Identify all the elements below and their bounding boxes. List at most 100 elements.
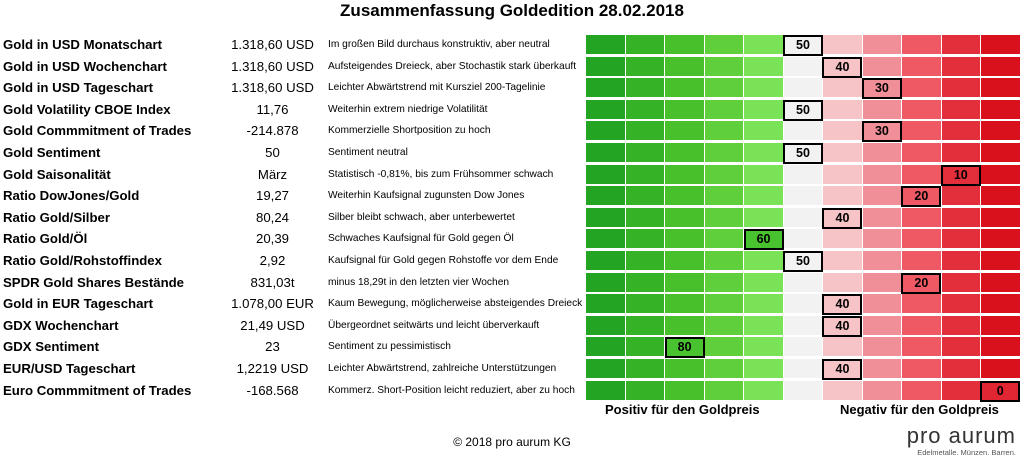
scale-segment <box>783 380 824 400</box>
row-comment: Statistisch -0,81%, bis zum Frühsommer s… <box>328 168 554 180</box>
scale-segment <box>902 56 942 76</box>
scale-segment <box>586 250 626 270</box>
scale-segment <box>981 142 1021 162</box>
scale-segment <box>586 207 626 227</box>
scale-segment <box>902 294 942 314</box>
summary-table: Gold in USD Monatschart 1.318,60 USD Im gr… <box>0 34 1024 402</box>
rating-scale-bar <box>586 315 1021 335</box>
scale-segment <box>783 294 824 314</box>
scale-segment <box>941 142 982 162</box>
scale-segment <box>981 294 1021 314</box>
scale-segment <box>625 99 666 119</box>
scale-segment <box>586 164 626 184</box>
rating-scale-bar <box>586 294 1021 314</box>
scale-segment <box>823 142 863 162</box>
scale-segment <box>862 294 903 314</box>
table-row: Gold Saisonalität März Statistisch -0,81%,… <box>0 164 1024 186</box>
scale-segment <box>704 99 745 119</box>
scale-segment <box>586 337 626 357</box>
row-comment: Sentiment zu pessimistisch <box>328 341 451 353</box>
row-label: Gold in EUR Tageschart <box>3 296 153 312</box>
scale-segment <box>981 186 1021 206</box>
row-label: SPDR Gold Shares Bestände <box>3 274 185 290</box>
scale-segment <box>941 229 982 249</box>
scale-segment <box>862 35 903 54</box>
row-comment: Leichter Abwärtstrend mit Kursziel 200-T… <box>328 82 546 94</box>
rating-scale-bar <box>586 207 1021 227</box>
scale-segment <box>862 337 903 357</box>
scale-segment <box>783 229 824 249</box>
scale-segment <box>744 358 784 378</box>
scale-segment <box>783 186 824 206</box>
scale-segment <box>665 358 705 378</box>
row-value: 1.318,60 USD <box>231 58 314 74</box>
scale-segment <box>941 315 982 335</box>
scale-segment <box>862 56 903 76</box>
scale-segment <box>744 78 784 98</box>
scale-segment <box>941 78 982 98</box>
scale-segment <box>625 186 666 206</box>
scale-segment <box>941 56 982 76</box>
scale-segment <box>783 207 824 227</box>
row-comment: Weiterhin Kaufsignal zugunsten Dow Jones <box>328 190 525 202</box>
scale-segment <box>862 186 903 206</box>
table-row: Gold Volatility CBOE Index 11,76 Weiterhin… <box>0 99 1024 121</box>
scale-segment <box>981 99 1021 119</box>
scale-segment <box>625 250 666 270</box>
scale-segment <box>586 229 626 249</box>
score-marker: 20 <box>901 272 942 294</box>
scale-segment <box>586 186 626 206</box>
scale-segment <box>823 250 863 270</box>
scale-segment <box>665 164 705 184</box>
scale-segment <box>744 294 784 314</box>
scale-segment <box>823 186 863 206</box>
logo-tagline: Edelmetalle. Münzen. Barren. <box>917 448 1016 457</box>
row-label: Ratio Gold/Öl <box>3 231 88 247</box>
scale-segment <box>625 380 666 400</box>
pro-aurum-logo: pro aurum Edelmetalle. Münzen. Barren. <box>907 425 1016 457</box>
scale-segment <box>902 121 942 141</box>
row-value: 2,92 <box>259 252 286 268</box>
scale-segment <box>586 121 626 141</box>
scale-segment <box>625 78 666 98</box>
row-label: EUR/USD Tageschart <box>3 360 136 376</box>
scale-segment <box>744 164 784 184</box>
table-row: Gold in EUR Tageschart 1.078,00 EUR Kaum B… <box>0 293 1024 316</box>
row-comment: Kaum Bewegung, möglicherweise absteigend… <box>328 298 583 310</box>
scale-segment <box>941 380 982 400</box>
scale-segment <box>665 315 705 335</box>
scale-segment <box>981 358 1021 378</box>
row-value: 1.318,60 USD <box>231 80 314 96</box>
scale-segment <box>704 207 745 227</box>
row-comment: Übergeordnet seitwärts und leicht überve… <box>328 319 540 331</box>
score-marker: 30 <box>861 121 902 143</box>
scale-segment <box>783 272 824 292</box>
scale-segment <box>783 337 824 357</box>
scale-segment <box>981 121 1021 141</box>
scale-segment <box>744 186 784 206</box>
scale-segment <box>665 35 705 54</box>
scale-segment <box>981 56 1021 76</box>
scale-segment <box>783 78 824 98</box>
scale-segment <box>902 164 942 184</box>
row-label: Euro Commmitment of Trades <box>3 382 192 398</box>
score-marker: 40 <box>822 294 863 316</box>
scale-segment <box>862 164 903 184</box>
scale-segment <box>981 272 1021 292</box>
table-row: Gold in USD Wochenchart 1.318,60 USD Aufst… <box>0 56 1024 78</box>
scale-segment <box>981 207 1021 227</box>
table-row: Gold in USD Tageschart 1.318,60 USD Leicht… <box>0 77 1024 100</box>
row-comment: Schwaches Kaufsignal für Gold gegen Öl <box>328 233 514 245</box>
table-row: Ratio Gold/Rohstoffindex 2,92 Kaufsignal f… <box>0 250 1024 272</box>
row-value: 831,03t <box>250 274 295 290</box>
scale-segment <box>586 380 626 400</box>
scale-segment <box>902 78 942 98</box>
row-value: 20,39 <box>255 231 289 247</box>
score-marker: 40 <box>822 207 863 229</box>
scale-segment <box>665 229 705 249</box>
row-value: -214.878 <box>246 123 299 139</box>
row-label: Gold in USD Wochenchart <box>3 58 167 74</box>
scale-segment <box>625 229 666 249</box>
scale-segment <box>862 142 903 162</box>
score-marker: 10 <box>940 164 981 186</box>
